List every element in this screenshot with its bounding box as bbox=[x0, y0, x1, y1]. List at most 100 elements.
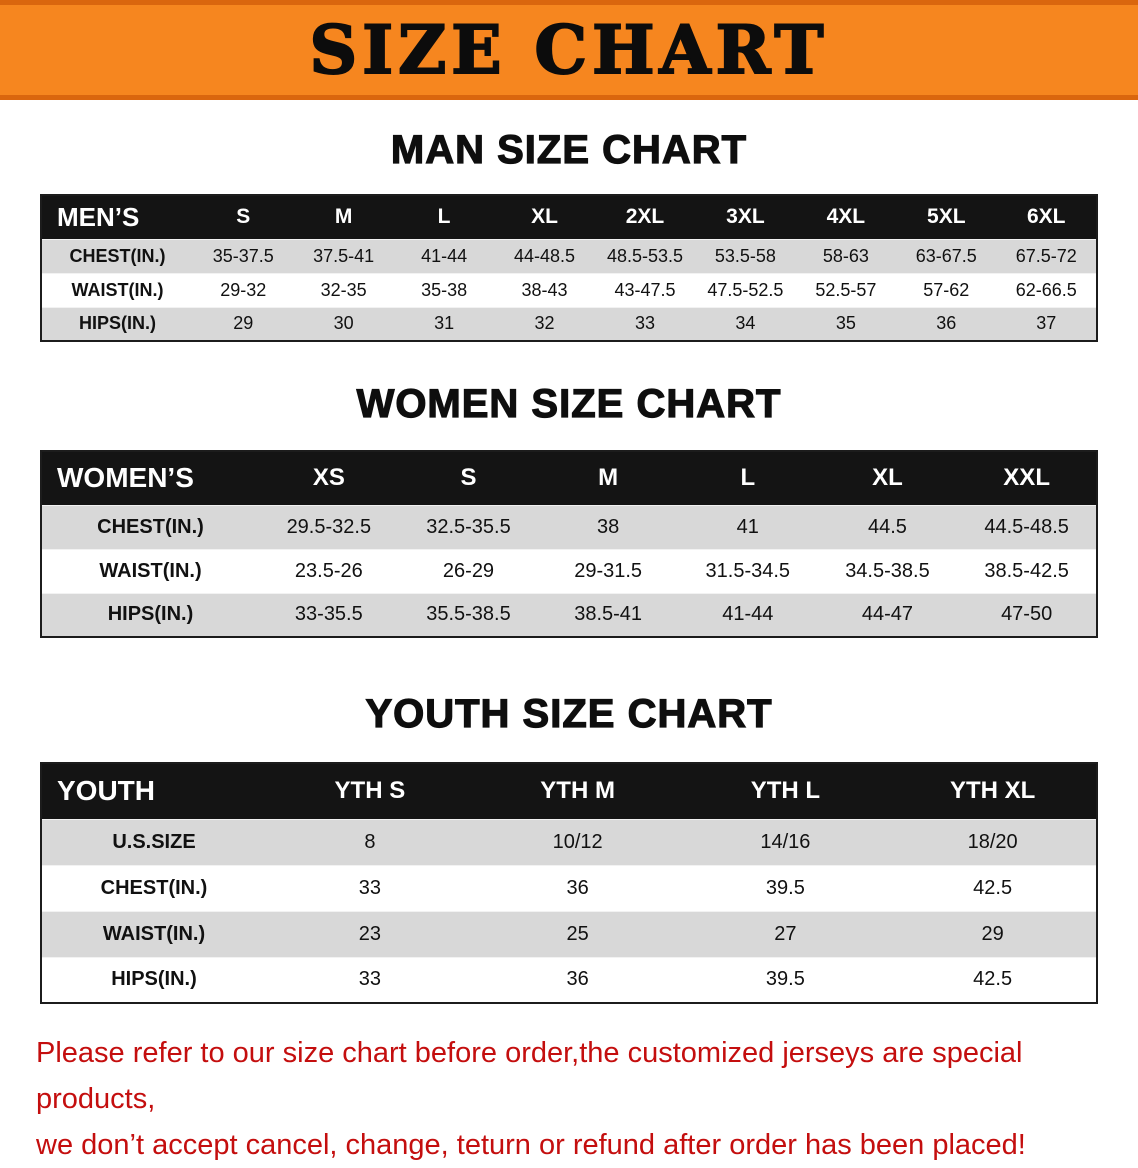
value-cell: 33 bbox=[358, 968, 381, 991]
value-cell: 26-29 bbox=[442, 559, 495, 582]
value-cell: 14/16 bbox=[760, 830, 811, 853]
value-cell: 38.5-42.5 bbox=[984, 559, 1069, 582]
value-cell: 36 bbox=[566, 968, 589, 991]
men-size-table: MEN’S S M L XL 2XL 3XL 4XL 5XL 6XL CHEST(IN.) 35-37… bbox=[40, 194, 1098, 342]
size-header-cell: S bbox=[193, 195, 294, 239]
value-cell: 18/20 bbox=[967, 830, 1018, 853]
value-cell: 33-35.5 bbox=[294, 603, 363, 626]
men-section-heading: MAN SIZE CHART bbox=[390, 127, 748, 172]
table-row: CHEST(IN.) 29.5-32.5 32.5-35.5 38 41 44.5 44.5… bbox=[41, 505, 1097, 549]
size-header-cell: YTH L bbox=[681, 763, 890, 819]
table-row: CHEST(IN.) 35-37.5 37.5-41 41-44 44-48.5 48.5… bbox=[41, 239, 1097, 273]
value-cell: 33 bbox=[358, 876, 381, 899]
table-title-cell: WOMEN’S bbox=[41, 451, 259, 505]
value-cell: 29-32 bbox=[220, 279, 267, 300]
row-label-cell: HIPS(IN.) bbox=[111, 968, 197, 991]
size-header-cell: 2XL bbox=[594, 195, 696, 239]
table-row: WAIST(IN.) 23 25 27 29 bbox=[41, 911, 1097, 957]
youth-section: YOUTH SIZE CHART YOUTH YTH S YTH M YTH L YTH… bbox=[0, 690, 1138, 1004]
youth-section-heading: YOUTH SIZE CHART bbox=[365, 691, 773, 736]
value-cell: 67.5-72 bbox=[1015, 245, 1077, 266]
table-row: HIPS(IN.) 33 36 39.5 42.5 bbox=[41, 957, 1097, 1003]
value-cell: 39.5 bbox=[765, 968, 805, 991]
disclaimer-line-1: Please refer to our size chart before or… bbox=[36, 1037, 1023, 1115]
value-cell: 32 bbox=[534, 313, 555, 334]
table-row: U.S.SIZE 8 10/12 14/16 18/20 bbox=[41, 819, 1097, 865]
value-cell: 35.5-38.5 bbox=[426, 603, 511, 626]
table-title-cell: MEN’S bbox=[41, 195, 193, 239]
value-cell: 37.5-41 bbox=[313, 245, 375, 266]
value-cell: 62-66.5 bbox=[1015, 279, 1077, 300]
value-cell: 57-62 bbox=[923, 279, 970, 300]
row-label-cell: WAIST(IN.) bbox=[71, 279, 164, 300]
table-title-cell: YOUTH bbox=[41, 763, 266, 819]
value-cell: 31.5-34.5 bbox=[705, 559, 791, 582]
banner-title: SIZE CHART bbox=[309, 10, 829, 90]
table-header-row: WOMEN’S XS S M L XL XXL bbox=[41, 451, 1097, 505]
men-section: MAN SIZE CHART MEN’S S M L XL 2XL 3XL 4XL 5XL 6XL… bbox=[0, 126, 1138, 342]
value-cell: 38-43 bbox=[521, 279, 568, 300]
women-section: WOMEN SIZE CHART WOMEN’S XS S M L XL XXL CHEST(… bbox=[0, 380, 1138, 638]
table-row: CHEST(IN.) 33 36 39.5 42.5 bbox=[41, 865, 1097, 911]
table-row: HIPS(IN.) 33-35.5 35.5-38.5 38.5-41 41-44 44-… bbox=[41, 593, 1097, 637]
size-header-cell: XXL bbox=[957, 451, 1097, 505]
value-cell: 44.5-48.5 bbox=[984, 515, 1069, 538]
women-size-table: WOMEN’S XS S M L XL XXL CHEST(IN.) 29.5-32.5 32.5… bbox=[40, 450, 1098, 638]
row-label-cell: U.S.SIZE bbox=[112, 830, 196, 853]
row-label-cell: CHEST(IN.) bbox=[100, 876, 208, 899]
table-row: HIPS(IN.) 29 30 31 32 33 34 35 36 37 bbox=[41, 307, 1097, 341]
value-cell: 35-37.5 bbox=[212, 245, 274, 266]
row-label-cell: HIPS(IN.) bbox=[107, 603, 194, 626]
value-cell: 53.5-58 bbox=[714, 245, 776, 266]
women-section-heading: WOMEN SIZE CHART bbox=[356, 381, 782, 426]
size-header-cell: YTH S bbox=[266, 763, 474, 819]
size-header-cell: L bbox=[393, 195, 495, 239]
size-header-cell: M bbox=[293, 195, 394, 239]
size-header-cell: S bbox=[398, 451, 539, 505]
value-cell: 31 bbox=[434, 313, 455, 334]
size-header-cell: YTH XL bbox=[889, 763, 1097, 819]
row-label-cell: WAIST(IN.) bbox=[99, 559, 202, 582]
size-header-cell: YTH M bbox=[473, 763, 682, 819]
disclaimer-line-2: we don’t accept cancel, change, teturn o… bbox=[36, 1129, 1026, 1161]
value-cell: 34.5-38.5 bbox=[845, 559, 930, 582]
value-cell: 25 bbox=[566, 922, 589, 945]
value-cell: 35 bbox=[835, 313, 856, 334]
value-cell: 29.5-32.5 bbox=[286, 515, 372, 538]
value-cell: 38.5-41 bbox=[574, 603, 643, 626]
size-header-cell: L bbox=[677, 451, 818, 505]
size-header-cell: 6XL bbox=[996, 195, 1097, 239]
value-cell: 27 bbox=[774, 922, 797, 945]
value-cell: 43-47.5 bbox=[614, 279, 676, 300]
table-header-row: MEN’S S M L XL 2XL 3XL 4XL 5XL 6XL bbox=[41, 195, 1097, 239]
value-cell: 36 bbox=[566, 876, 589, 899]
value-cell: 32-35 bbox=[320, 279, 367, 300]
row-label-cell: HIPS(IN.) bbox=[78, 313, 156, 334]
value-cell: 41-44 bbox=[421, 245, 468, 266]
banner: SIZE CHART bbox=[0, 0, 1138, 100]
value-cell: 33 bbox=[634, 313, 655, 334]
value-cell: 58-63 bbox=[822, 245, 869, 266]
value-cell: 10/12 bbox=[552, 830, 603, 853]
value-cell: 32.5-35.5 bbox=[426, 515, 511, 538]
value-cell: 29-31.5 bbox=[574, 559, 643, 582]
value-cell: 23 bbox=[358, 922, 381, 945]
row-label-cell: CHEST(IN.) bbox=[97, 515, 204, 538]
size-header-cell: 5XL bbox=[896, 195, 997, 239]
size-header-cell: XS bbox=[259, 451, 399, 505]
value-cell: 41-44 bbox=[722, 603, 774, 626]
value-cell: 39.5 bbox=[765, 876, 805, 899]
table-header-row: YOUTH YTH S YTH M YTH L YTH XL bbox=[41, 763, 1097, 819]
value-cell: 42.5 bbox=[973, 876, 1013, 899]
value-cell: 44-48.5 bbox=[514, 245, 576, 266]
value-cell: 36 bbox=[936, 313, 957, 334]
value-cell: 44-47 bbox=[861, 603, 914, 626]
value-cell: 41 bbox=[736, 515, 759, 538]
size-header-cell: 4XL bbox=[795, 195, 897, 239]
value-cell: 34 bbox=[735, 313, 756, 334]
value-cell: 29 bbox=[233, 313, 254, 334]
value-cell: 37 bbox=[1036, 313, 1057, 334]
value-cell: 47-50 bbox=[1001, 603, 1053, 626]
table-row: WAIST(IN.) 23.5-26 26-29 29-31.5 31.5-34.5 34… bbox=[41, 549, 1097, 593]
